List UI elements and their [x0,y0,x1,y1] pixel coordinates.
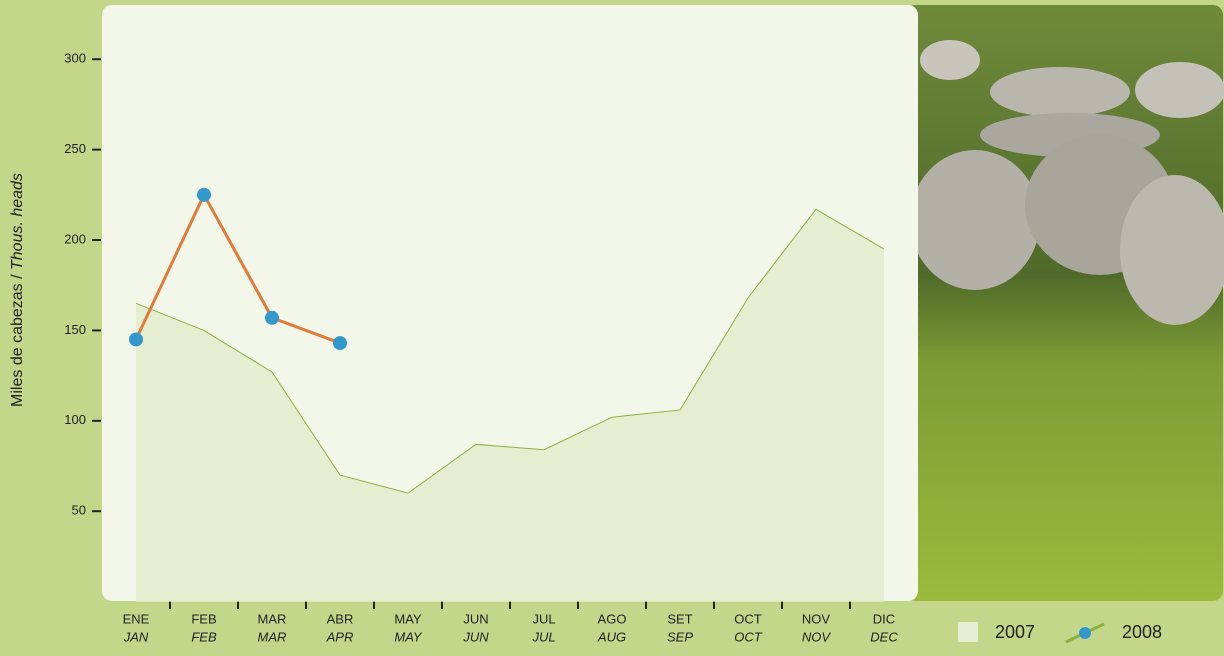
x-tick-label-en: APR [326,629,354,644]
y-tick-label: 150 [64,322,86,337]
photo [905,5,1224,601]
x-tick-label: MAY [394,611,422,626]
y-tick-label: 250 [64,141,86,156]
x-tick-label-en: NOV [802,629,832,644]
x-tick-label-en: JAN [123,629,149,644]
y-tick-label: 300 [64,51,86,66]
x-tick-label: OCT [734,611,762,626]
x-tick-label: JUN [463,611,488,626]
y-label-es: Miles de cabezas / [9,274,26,407]
y-label-en: Thous. heads [9,173,26,270]
x-tick-label: DIC [873,611,895,626]
sheep [910,150,1040,290]
sheep [1120,175,1224,325]
series-line [134,191,341,345]
x-tick-label: JUL [532,611,555,626]
y-axis-label: Miles de cabezas / Thous. heads [9,173,26,407]
marker [333,336,347,351]
sheep [920,40,980,80]
x-tick-label-en: JUN [462,629,489,644]
sheep [1135,62,1224,118]
marker [129,332,143,347]
area [136,209,884,602]
x-tick-label-en: OCT [734,629,763,644]
x-tick-label-en: AUG [597,629,626,644]
y-tick-label: 50 [72,503,86,518]
legend-marker [1079,627,1091,639]
marker [265,310,279,325]
x-tick-label-en: FEB [191,629,217,644]
x-tick-label: NOV [802,611,831,626]
x-tick-label: MAR [258,611,287,626]
area-line [135,208,885,494]
legend-swatch [958,622,978,642]
legend-label: 2007 [995,622,1035,642]
x-tick-label: FEB [191,611,216,626]
x-tick-label-en: DEC [870,629,898,644]
y-tick-label: 200 [64,231,86,246]
x-tick-label-en: JUL [531,629,555,644]
x-tick-label-en: MAR [258,629,287,644]
x-tick-label: SET [667,611,692,626]
x-tick-label-en: SEP [667,629,693,644]
x-tick-label: ABR [327,611,354,626]
marker [197,187,211,202]
sheep [990,67,1130,117]
legend-label: 2008 [1122,622,1162,642]
y-tick-label: 100 [64,412,86,427]
x-tick-label-en: MAY [394,629,423,644]
x-tick-label: ENE [123,611,150,626]
x-tick-label: AGO [598,611,627,626]
